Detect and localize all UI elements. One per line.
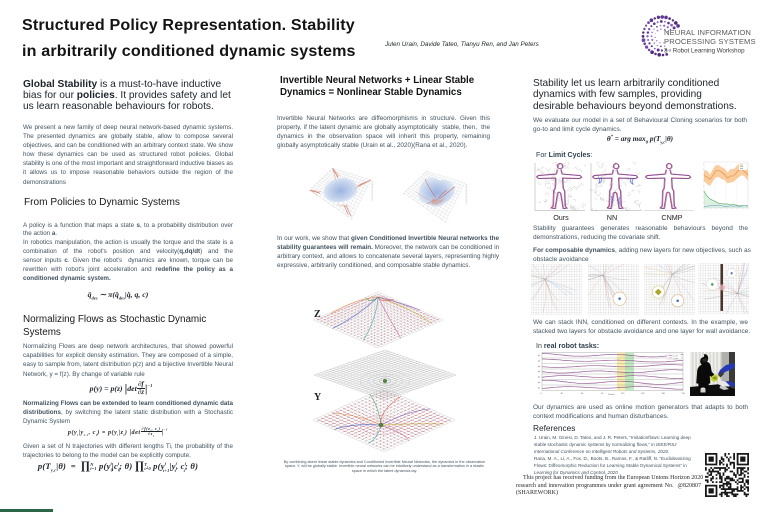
svg-text:150: 150 — [641, 393, 645, 395]
svg-text:NEURAL INFORMATION: NEURAL INFORMATION — [664, 28, 751, 37]
svg-text:q_ref: q_ref — [673, 355, 678, 358]
svg-text:0: 0 — [541, 393, 543, 395]
svg-text:120: 120 — [621, 393, 625, 395]
svg-text:q4: q4 — [538, 371, 541, 373]
svg-text:60: 60 — [581, 393, 584, 395]
svg-text:q7: q7 — [538, 388, 541, 390]
svg-text:210: 210 — [682, 393, 686, 395]
svg-text:q1: q1 — [538, 355, 541, 357]
svg-text:90: 90 — [601, 393, 604, 395]
svg-text:Time(s): Time(s) — [608, 394, 615, 395]
svg-text:q6: q6 — [538, 382, 541, 384]
svg-text:180: 180 — [662, 393, 666, 395]
svg-text:3rd Robot Learning Workshop: 3rd Robot Learning Workshop — [664, 47, 745, 54]
svg-text:q_des: q_des — [673, 358, 678, 360]
svg-text:q5: q5 — [538, 377, 541, 379]
svg-text:Y: Y — [314, 392, 322, 403]
svg-text:PROCESSING SYSTEMS: PROCESSING SYSTEMS — [664, 37, 756, 46]
svg-text:q3: q3 — [538, 366, 541, 368]
svg-text:q2: q2 — [538, 361, 541, 363]
svg-text:30: 30 — [561, 393, 564, 395]
svg-text:Z: Z — [314, 309, 321, 320]
